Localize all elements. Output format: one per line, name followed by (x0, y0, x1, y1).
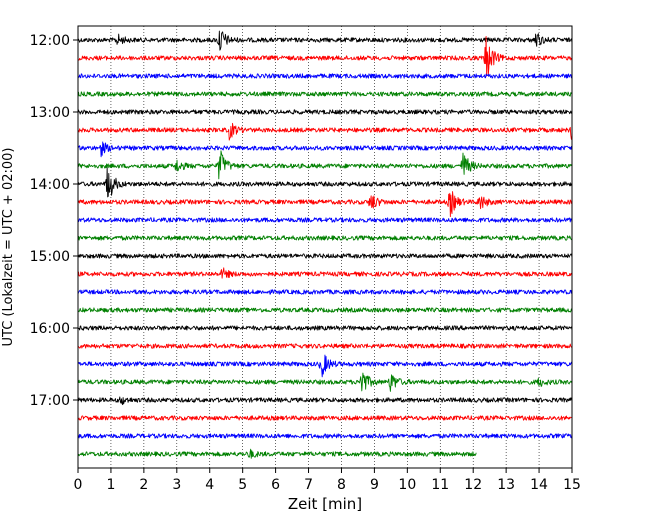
trace-1515 (77, 267, 573, 279)
trace-1545 (77, 307, 573, 313)
trace-1430 (77, 217, 573, 223)
trace-1500 (77, 253, 573, 259)
x-tick-label: 1 (106, 477, 115, 493)
y-axis: 12:00 13:00 14:00 15:00 16:00 17:00 (30, 33, 78, 409)
x-axis: 0 1 2 3 4 5 6 7 8 9 10 11 12 13 14 15 (74, 468, 581, 493)
x-tick-label: 11 (431, 477, 449, 493)
x-tick-label: 10 (398, 477, 416, 493)
x-axis-label: Zeit [min] (288, 495, 362, 513)
trace-1330 (77, 141, 573, 158)
trace-1230 (77, 73, 573, 79)
y-tick-label: 15:00 (30, 249, 70, 265)
x-tick-label: 8 (337, 477, 346, 493)
trace-1245 (77, 91, 573, 97)
trace-1415 (77, 191, 573, 218)
x-tick-label: 2 (139, 477, 148, 493)
trace-1345 (77, 150, 573, 180)
trace-1645 (77, 372, 573, 392)
trace-1700 (77, 396, 573, 406)
trace-1730 (77, 433, 573, 439)
trace-1715 (77, 415, 572, 421)
x-tick-label: 7 (304, 477, 313, 493)
y-tick-label: 17:00 (30, 393, 70, 409)
trace-1615 (77, 343, 573, 349)
x-tick-label: 6 (271, 477, 280, 493)
y-tick-label: 16:00 (30, 321, 70, 337)
trace-1600 (77, 325, 573, 331)
trace-group (77, 30, 573, 459)
x-tick-label: 15 (563, 477, 581, 493)
x-tick-label: 4 (205, 477, 214, 493)
x-tick-label: 14 (530, 477, 548, 493)
trace-1445 (77, 235, 573, 241)
x-tick-label: 0 (74, 477, 83, 493)
x-tick-label: 13 (497, 477, 515, 493)
trace-1745 (77, 448, 477, 459)
trace-1630 (77, 354, 573, 378)
plot-frame (77, 25, 573, 469)
y-axis-label: UTC (Lokalzeit = UTC + 02:00) (1, 148, 16, 347)
x-tick-label: 5 (238, 477, 247, 493)
trace-1300 (77, 109, 573, 115)
trace-1200 (77, 30, 573, 51)
y-tick-label: 13:00 (30, 105, 70, 121)
trace-1530 (77, 289, 573, 295)
trace-1315 (77, 122, 573, 141)
x-tick-label: 3 (172, 477, 181, 493)
trace-1215 (77, 35, 573, 77)
y-tick-label: 12:00 (30, 33, 70, 49)
x-tick-label: 9 (370, 477, 379, 493)
y-tick-label: 14:00 (30, 177, 70, 193)
x-tick-label: 12 (464, 477, 482, 493)
trace-1400 (77, 167, 573, 198)
